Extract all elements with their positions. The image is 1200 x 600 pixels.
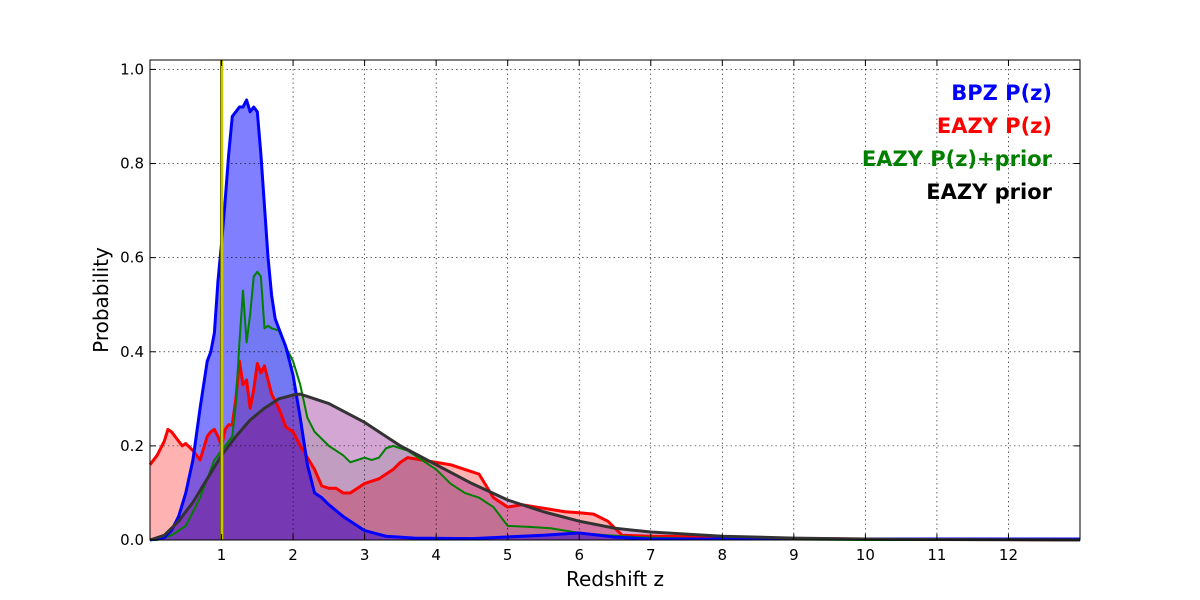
x-tick-label: 1	[217, 546, 227, 564]
legend-entry: EAZY P(z)	[937, 114, 1052, 138]
series-fill-0	[150, 100, 1080, 540]
y-tick-label: 0.0	[120, 531, 144, 549]
y-tick-label: 0.8	[120, 155, 144, 173]
series-lines	[148, 98, 1081, 542]
x-tick-label: 7	[646, 546, 656, 564]
y-tick-label: 1.0	[120, 60, 144, 78]
y-axis-label: Probability	[89, 247, 113, 353]
series-fills	[150, 100, 1080, 540]
legend-entry: BPZ P(z)	[951, 81, 1052, 105]
x-tick-label: 3	[360, 546, 370, 564]
x-tick-label: 9	[789, 546, 799, 564]
series-fill-2	[150, 271, 1080, 540]
x-tick-label: 5	[503, 546, 513, 564]
plot-frame	[149, 59, 1081, 541]
x-tick-label: 12	[999, 546, 1018, 564]
y-tick-label: 0.6	[120, 249, 144, 267]
y-tick-label: 0.2	[120, 437, 144, 455]
grid-lines	[150, 60, 1080, 540]
x-tick-label: 11	[927, 546, 946, 564]
series-fill-3	[150, 394, 1080, 540]
reference-line-group	[220, 60, 224, 540]
legend-entry: EAZY prior	[926, 180, 1052, 204]
series-line-0	[149, 98, 1080, 542]
y-tick-label: 0.4	[120, 343, 144, 361]
legend-entry: EAZY P(z)+prior	[862, 147, 1053, 171]
x-tick-label: 4	[431, 546, 441, 564]
series-line-2	[150, 270, 1080, 541]
series-line-1	[148, 359, 1081, 542]
x-tick-label: 10	[856, 546, 875, 564]
x-tick-label: 2	[288, 546, 298, 564]
x-tick-label: 8	[718, 546, 728, 564]
x-tick-label: 6	[574, 546, 584, 564]
series-fill-1	[150, 361, 1080, 540]
legend: BPZ P(z) EAZY P(z) EAZY P(z)+prior EAZY pri…	[862, 81, 1053, 204]
axis-ticks: 1 2 3 4 5 6 7 8 9 10 11 120.00.20.40.60.81.0	[120, 60, 1080, 564]
series-line-3	[149, 392, 1081, 542]
x-axis-label: Redshift z	[566, 567, 664, 591]
